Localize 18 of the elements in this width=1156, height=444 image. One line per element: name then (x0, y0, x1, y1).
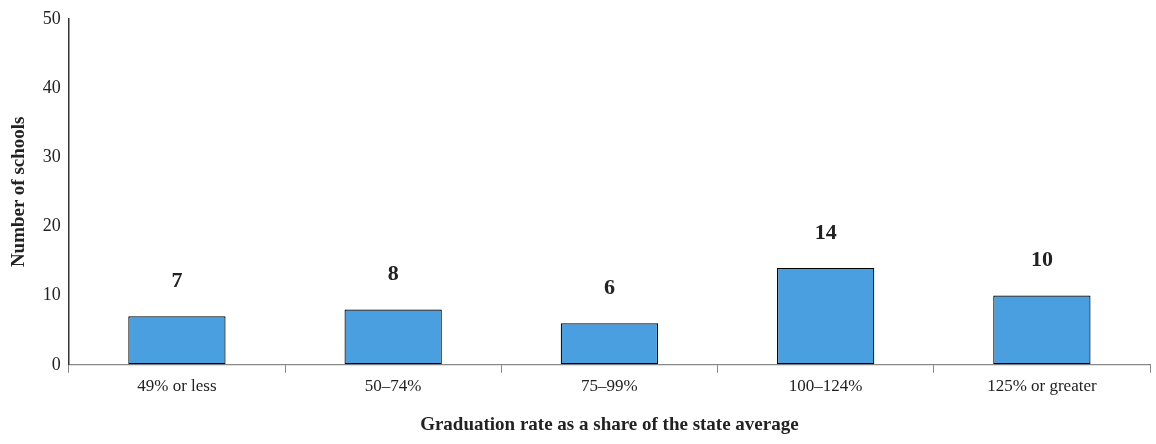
x-tick-label: 49% or less (137, 376, 217, 396)
data-label: 8 (387, 260, 399, 286)
data-label: 6 (603, 273, 615, 299)
x-axis-title: Graduation rate as a share of the state average (420, 412, 799, 434)
y-axis-title: Number of schools (7, 116, 29, 268)
data-label: 7 (171, 267, 183, 293)
y-tick-label: 50 (42, 7, 61, 28)
y-tick-label: 20 (42, 215, 61, 236)
y-tick-label: 30 (42, 145, 61, 166)
x-tick-label: 125% or greater (987, 376, 1097, 396)
data-label: 10 (1030, 246, 1053, 272)
y-tick-label: 40 (42, 76, 61, 97)
x-tick-label: 100–124% (788, 376, 863, 396)
x-tick-label: 50–74% (364, 376, 422, 396)
data-label: 14 (814, 218, 837, 244)
y-tick-label: 0 (51, 353, 61, 374)
x-tick-label: 75–99% (581, 376, 638, 396)
y-tick-label: 10 (42, 284, 61, 305)
